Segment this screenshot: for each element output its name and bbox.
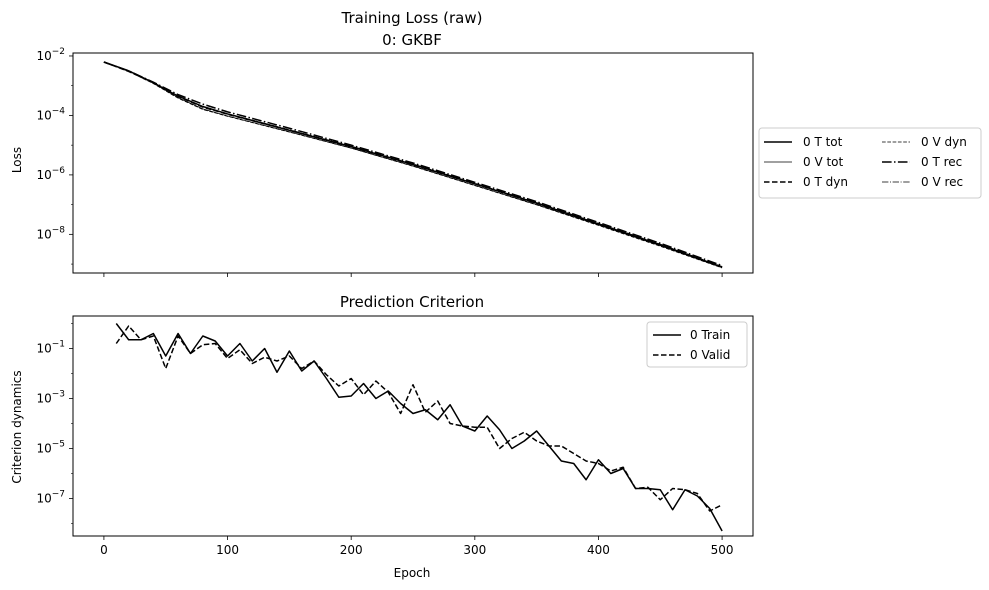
y-tick-exponent: −3 <box>52 390 65 400</box>
y-tick-exponent: −7 <box>52 490 65 500</box>
y-tick-base: 10 <box>36 392 51 406</box>
y-tick-label: 10−7 <box>36 490 65 506</box>
loss-title: Training Loss (raw) <box>341 9 483 27</box>
y-tick-base: 10 <box>36 168 51 182</box>
y-tick-exponent: −8 <box>52 225 66 235</box>
y-tick-base: 10 <box>36 492 51 506</box>
loss-plot-frame <box>72 52 754 274</box>
series-line <box>103 61 723 269</box>
y-tick-base: 10 <box>36 227 51 241</box>
criterion-panel: Prediction Criterion Criterion dynamics … <box>10 293 754 580</box>
legend-label: 0 V tot <box>803 155 844 169</box>
x-tick-label: 200 <box>340 543 363 557</box>
x-tick-label: 100 <box>216 543 239 557</box>
x-tick-label: 400 <box>587 543 610 557</box>
loss-ylabel: Loss <box>10 147 24 173</box>
y-tick-exponent: −2 <box>52 47 65 57</box>
criterion-ylabel: Criterion dynamics <box>10 370 24 483</box>
legend-label: 0 T tot <box>803 135 843 149</box>
criterion-plot-frame <box>72 315 754 537</box>
x-tick-label: 300 <box>463 543 486 557</box>
loss-series-lines <box>103 61 723 269</box>
criterion-legend: 0 Train 0 Valid <box>646 321 748 368</box>
legend-label: 0 V rec <box>921 175 963 189</box>
x-tick-label: 500 <box>711 543 734 557</box>
loss-panel: Training Loss (raw) 0: GKBF Loss 10−210−… <box>10 9 754 277</box>
y-tick-exponent: −4 <box>52 106 66 116</box>
criterion-title: Prediction Criterion <box>340 293 484 311</box>
loss-legend: 0 T tot 0 V tot 0 T dyn 0 V dyn 0 T rec 0 V r… <box>758 127 982 199</box>
y-tick-label: 10−2 <box>36 47 65 63</box>
legend-label: 0 Valid <box>690 348 730 362</box>
x-tick-label: 0 <box>100 543 108 557</box>
loss-axis-ticks: 10−210−410−610−8 <box>36 47 723 277</box>
y-tick-base: 10 <box>36 342 51 356</box>
series-line <box>115 325 723 512</box>
y-tick-label: 10−8 <box>36 225 65 241</box>
legend-label: 0 Train <box>690 328 730 342</box>
series-line <box>115 323 723 532</box>
legend-label: 0 T dyn <box>803 175 848 189</box>
y-tick-exponent: −6 <box>52 166 66 176</box>
y-tick-label: 10−6 <box>36 166 65 182</box>
y-tick-exponent: −5 <box>52 440 65 450</box>
legend-label: 0 V dyn <box>921 135 967 149</box>
y-tick-label: 10−4 <box>36 106 65 122</box>
y-tick-label: 10−1 <box>36 340 65 356</box>
loss-subtitle: 0: GKBF <box>382 31 442 49</box>
y-tick-exponent: −1 <box>52 340 65 350</box>
criterion-series-lines <box>115 323 723 532</box>
y-tick-label: 10−5 <box>36 440 65 456</box>
criterion-xlabel: Epoch <box>394 566 431 580</box>
y-tick-base: 10 <box>36 442 51 456</box>
series-line <box>103 61 723 268</box>
series-line <box>103 61 723 267</box>
y-tick-base: 10 <box>36 49 51 63</box>
series-line <box>103 61 723 267</box>
loss-legend-box <box>758 127 982 199</box>
y-tick-label: 10−3 <box>36 390 65 406</box>
legend-label: 0 T rec <box>921 155 962 169</box>
y-tick-base: 10 <box>36 108 51 122</box>
